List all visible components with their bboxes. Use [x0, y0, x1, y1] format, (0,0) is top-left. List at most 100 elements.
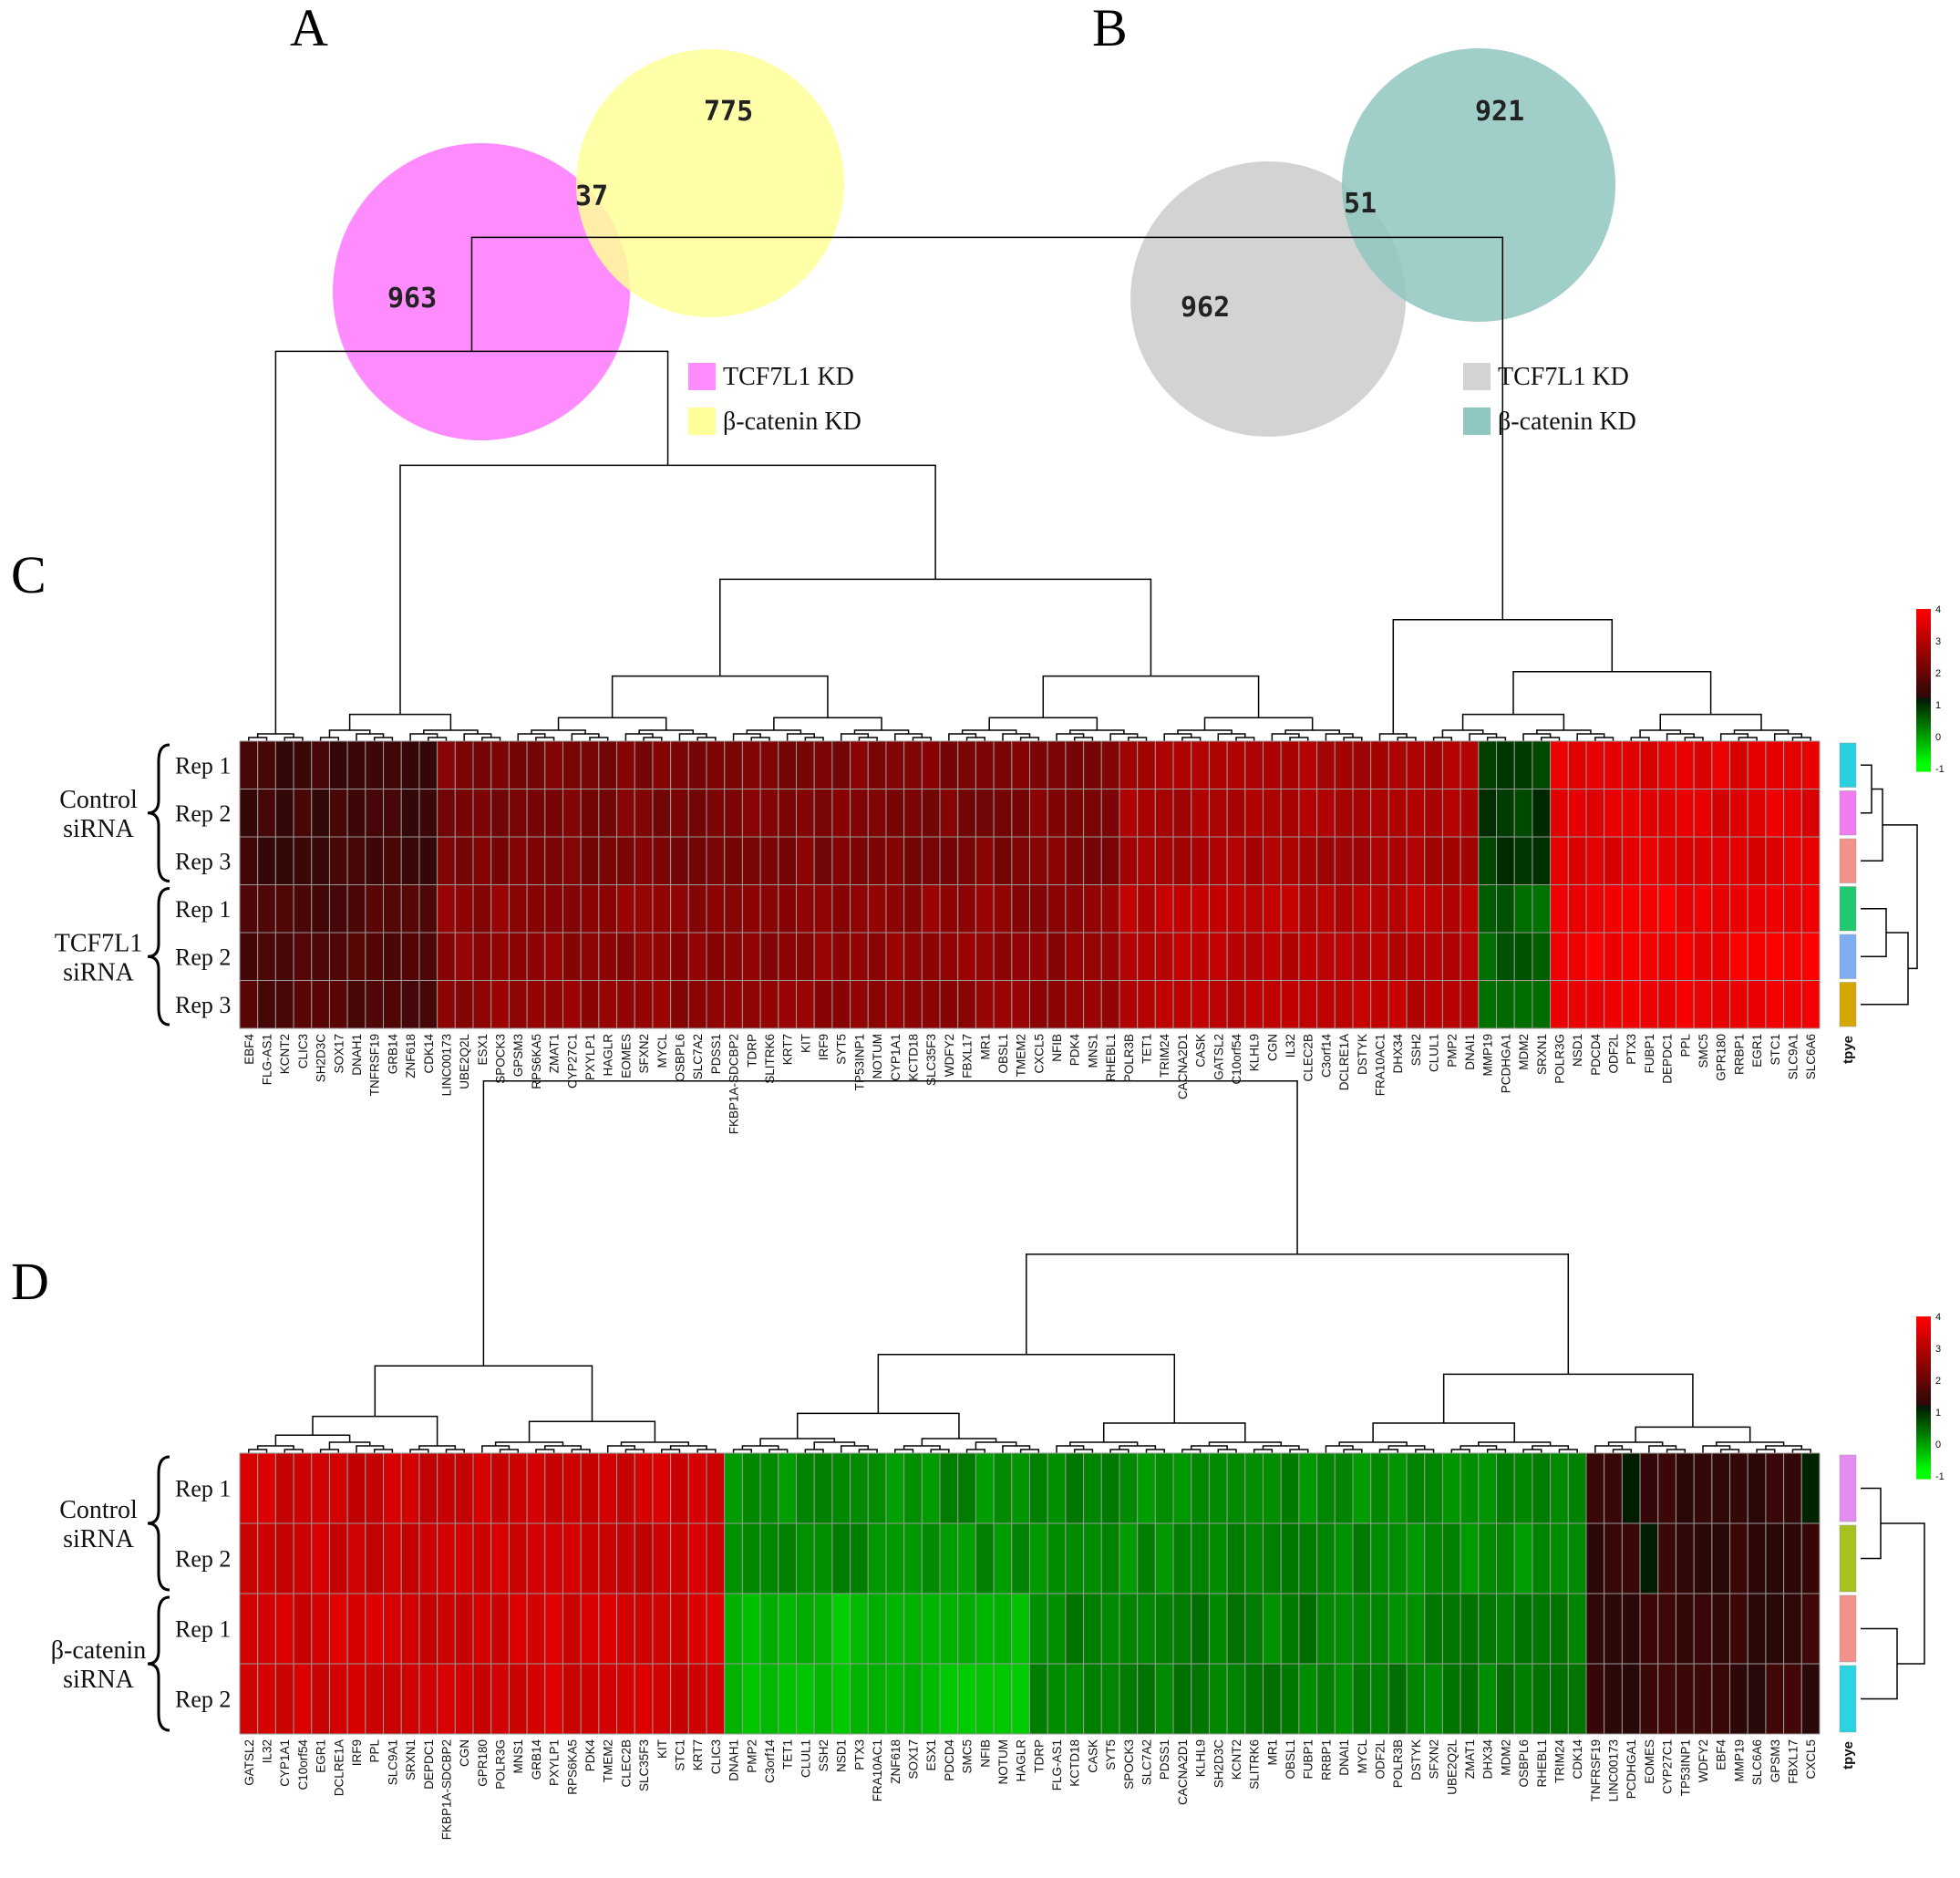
- heatmap-cell: [1675, 1663, 1695, 1735]
- heatmap-cell: [383, 1522, 402, 1594]
- column-dendrogram-branch: [248, 737, 268, 741]
- heatmap-cell: [1800, 932, 1821, 981]
- heatmap-cell: [1441, 1593, 1461, 1665]
- column-dendrogram-branch: [589, 737, 609, 741]
- heatmap-cell: [1532, 884, 1552, 934]
- heatmap-cell: [1334, 980, 1354, 1029]
- heatmap-cell: [903, 980, 923, 1029]
- heatmap-cell: [1550, 789, 1569, 838]
- gene-label: IRF9: [817, 1034, 830, 1060]
- heatmap-cell: [1424, 1593, 1443, 1665]
- heatmap-cell: [1639, 740, 1659, 789]
- heatmap-cell: [1783, 789, 1802, 838]
- heatmap-cell: [850, 1663, 869, 1735]
- heatmap-cell: [1604, 1593, 1623, 1665]
- heatmap-cell: [741, 836, 761, 885]
- gene-label: SLC35F3: [924, 1034, 938, 1086]
- heatmap-cell: [508, 836, 528, 885]
- heatmap-cell: [526, 1452, 546, 1524]
- heatmap-cell: [1083, 980, 1102, 1029]
- heatmap-cell: [400, 1522, 420, 1594]
- column-dendrogram-branch: [1432, 737, 1453, 741]
- heatmap-cell: [562, 1522, 582, 1594]
- column-dendrogram-branch: [1378, 1449, 1398, 1453]
- type-column-label: tpye: [1841, 1741, 1856, 1770]
- heatmap-cell: [687, 1593, 707, 1665]
- heatmap-cell: [993, 1522, 1013, 1594]
- heatmap-cell: [1172, 1663, 1192, 1735]
- heatmap-cell: [1119, 740, 1139, 789]
- heatmap-cell: [1065, 836, 1085, 885]
- heatmap-cell: [1441, 836, 1461, 885]
- column-dendrogram-branch: [1756, 1449, 1776, 1453]
- gene-label: KLHL9: [1248, 1034, 1262, 1071]
- column-dendrogram-branch: [319, 737, 340, 741]
- heatmap-cell: [257, 884, 276, 934]
- heatmap-cell: [365, 740, 385, 789]
- heatmap-cell: [652, 1663, 672, 1735]
- heatmap-cell: [1783, 1663, 1802, 1735]
- heatmap-cell: [687, 980, 707, 1029]
- heatmap-cell: [1352, 789, 1372, 838]
- heatmap-cell: [1800, 1452, 1821, 1524]
- panel-letter-b: B: [1092, 0, 1128, 57]
- color-scale-step: [1916, 622, 1931, 626]
- heatmap-cell: [1532, 1593, 1552, 1665]
- heatmap-cell: [706, 884, 726, 934]
- heatmap-cell: [1065, 1593, 1085, 1665]
- gene-label: GATSL2: [242, 1739, 256, 1786]
- heatmap-cell: [1334, 884, 1354, 934]
- gene-label: PTX3: [852, 1739, 866, 1770]
- heatmap-cell: [346, 884, 366, 934]
- color-scale-step: [1916, 722, 1931, 727]
- color-scale-step: [1916, 763, 1931, 767]
- heatmap-cell: [1316, 836, 1336, 885]
- heatmap-cell: [580, 1593, 600, 1665]
- heatmap-cell: [741, 1522, 761, 1594]
- heatmap-cell: [1244, 980, 1264, 1029]
- gene-label: GPR180: [476, 1739, 490, 1787]
- gene-label: C3orf14: [763, 1739, 777, 1784]
- color-scale-tick: 4: [1935, 604, 1941, 615]
- color-scale-step: [1916, 1329, 1931, 1334]
- heatmap-cell: [1065, 884, 1085, 934]
- heatmap-cell: [885, 1522, 905, 1594]
- color-scale-step: [1916, 714, 1931, 718]
- heatmap-cell: [365, 1522, 385, 1594]
- heatmap-cell: [1100, 836, 1120, 885]
- gene-label: STC1: [1769, 1034, 1782, 1066]
- color-scale-tick: 2: [1935, 668, 1941, 679]
- heatmap-cell: [1532, 740, 1552, 789]
- heatmap-cell: [616, 789, 635, 838]
- heatmap-cell: [472, 789, 492, 838]
- color-scale-step: [1916, 752, 1931, 756]
- heatmap-cell: [1478, 980, 1498, 1029]
- color-scale-step: [1916, 619, 1931, 624]
- heatmap-cell: [1639, 932, 1659, 981]
- gene-label: PDCD4: [1589, 1034, 1603, 1076]
- color-scale-step: [1916, 1321, 1931, 1326]
- heatmap-cell: [1029, 1522, 1048, 1594]
- heatmap-cell: [813, 740, 833, 789]
- heatmap-cell: [759, 836, 779, 885]
- heatmap-cell: [526, 932, 546, 981]
- heatmap-cell: [1532, 1452, 1552, 1524]
- heatmap-cell: [1387, 884, 1408, 934]
- heatmap-cell: [1280, 740, 1300, 789]
- heatmap-cell: [400, 932, 420, 981]
- heatmap-cell: [346, 836, 366, 885]
- heatmap-cell: [1585, 1522, 1605, 1594]
- gene-label: DEPDC1: [1661, 1034, 1675, 1084]
- column-dendrogram-branch: [930, 1449, 950, 1453]
- heatmap-cell: [1226, 1522, 1246, 1594]
- heatmap-d-color-scale: 4 3 2 1 0 -1: [1916, 1312, 1945, 1482]
- heatmap-cell: [1352, 1593, 1372, 1665]
- gene-label: CXCL5: [1032, 1034, 1046, 1074]
- gene-label: SLC7A2: [691, 1034, 705, 1079]
- heatmap-cell: [418, 789, 438, 838]
- row-dendrogram-branch: [1883, 824, 1918, 970]
- heatmap-cell: [1083, 1452, 1102, 1524]
- heatmap-cell: [1800, 884, 1821, 934]
- heatmap-cell: [1639, 836, 1659, 885]
- column-dendrogram-branch: [1666, 1449, 1687, 1453]
